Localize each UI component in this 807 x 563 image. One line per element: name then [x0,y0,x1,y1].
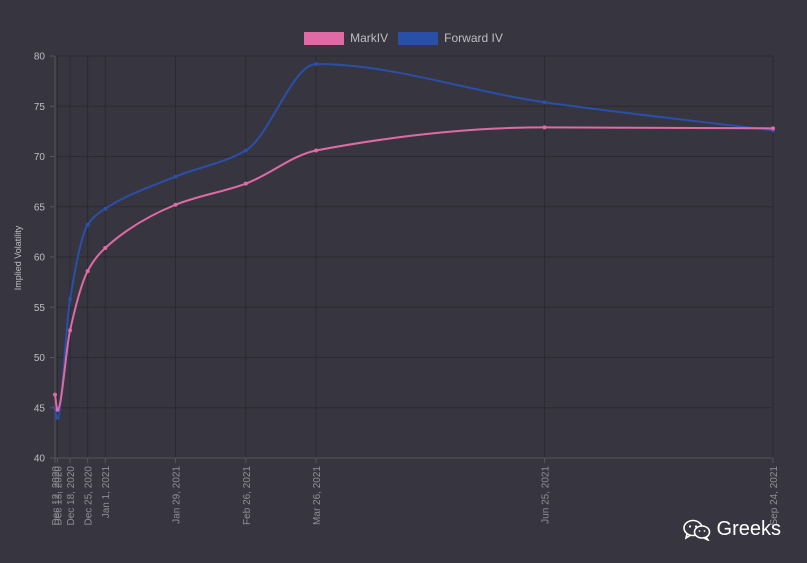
legend-swatch-forward-iv [398,31,439,45]
data-point-forward-iv [103,206,108,211]
data-point-markiv [103,245,108,250]
series-line-forward-iv [54,63,774,419]
legend: MarkIV Forward IV [0,31,807,45]
data-point-forward-iv [243,148,248,153]
y-axis-label: Implied Volatility [13,225,23,290]
data-point-markiv [173,202,178,207]
data-point-forward-iv [542,100,547,105]
legend-label-markiv: MarkIV [350,31,389,45]
x-tick-label: Feb 26, 2021 [242,466,253,525]
x-tick-label: Dec 12, 2020 [51,466,62,526]
legend-swatch-markiv [304,31,345,45]
x-tick-label: Jan 29, 2021 [172,466,183,524]
x-tick-label: Jan 1, 2021 [101,466,112,519]
y-tick-label: 50 [34,353,46,364]
wechat-icon [682,519,710,541]
watermark: Greeks [682,518,781,541]
data-point-markiv [55,407,60,412]
legend-item-markiv[interactable]: MarkIV [304,31,388,45]
data-point-forward-iv [173,174,178,179]
grid [54,55,774,459]
legend-item-forward-iv[interactable]: Forward IV [398,31,503,45]
y-tick-label: 70 [34,152,46,163]
x-tick-label: Dec 18, 2020 [66,466,77,526]
data-point-forward-iv [85,222,90,227]
series-layer [53,62,775,420]
x-tick-label: Dec 25, 2020 [84,466,95,526]
y-tick-label: 60 [34,253,46,264]
data-point-forward-iv [68,297,73,302]
watermark-text: Greeks [716,518,781,540]
x-tick-label: Mar 26, 2021 [312,466,323,525]
data-point-markiv [314,148,319,153]
x-tick-label: Sep 24, 2021 [769,466,780,526]
y-tick-label: 55 [34,303,46,314]
data-point-markiv [53,392,57,397]
y-tick-label: 40 [34,454,46,465]
x-tick-label: Jun 25, 2021 [541,466,552,524]
y-tick-label: 45 [34,403,46,414]
data-point-markiv [68,328,73,333]
data-point-forward-iv [55,415,60,420]
y-tick-label: 65 [34,202,46,213]
legend-label-forward-iv: Forward IV [444,31,503,45]
data-point-markiv [771,126,775,131]
data-point-forward-iv [314,62,319,67]
x-tick-label: Dec 13, 2020 [54,466,65,526]
series-line-markiv [54,126,774,411]
y-tick-label: 80 [34,52,46,63]
y-tick-label: 75 [34,102,46,113]
data-point-markiv [243,181,248,186]
data-point-markiv [542,125,547,130]
data-point-markiv [85,269,90,274]
